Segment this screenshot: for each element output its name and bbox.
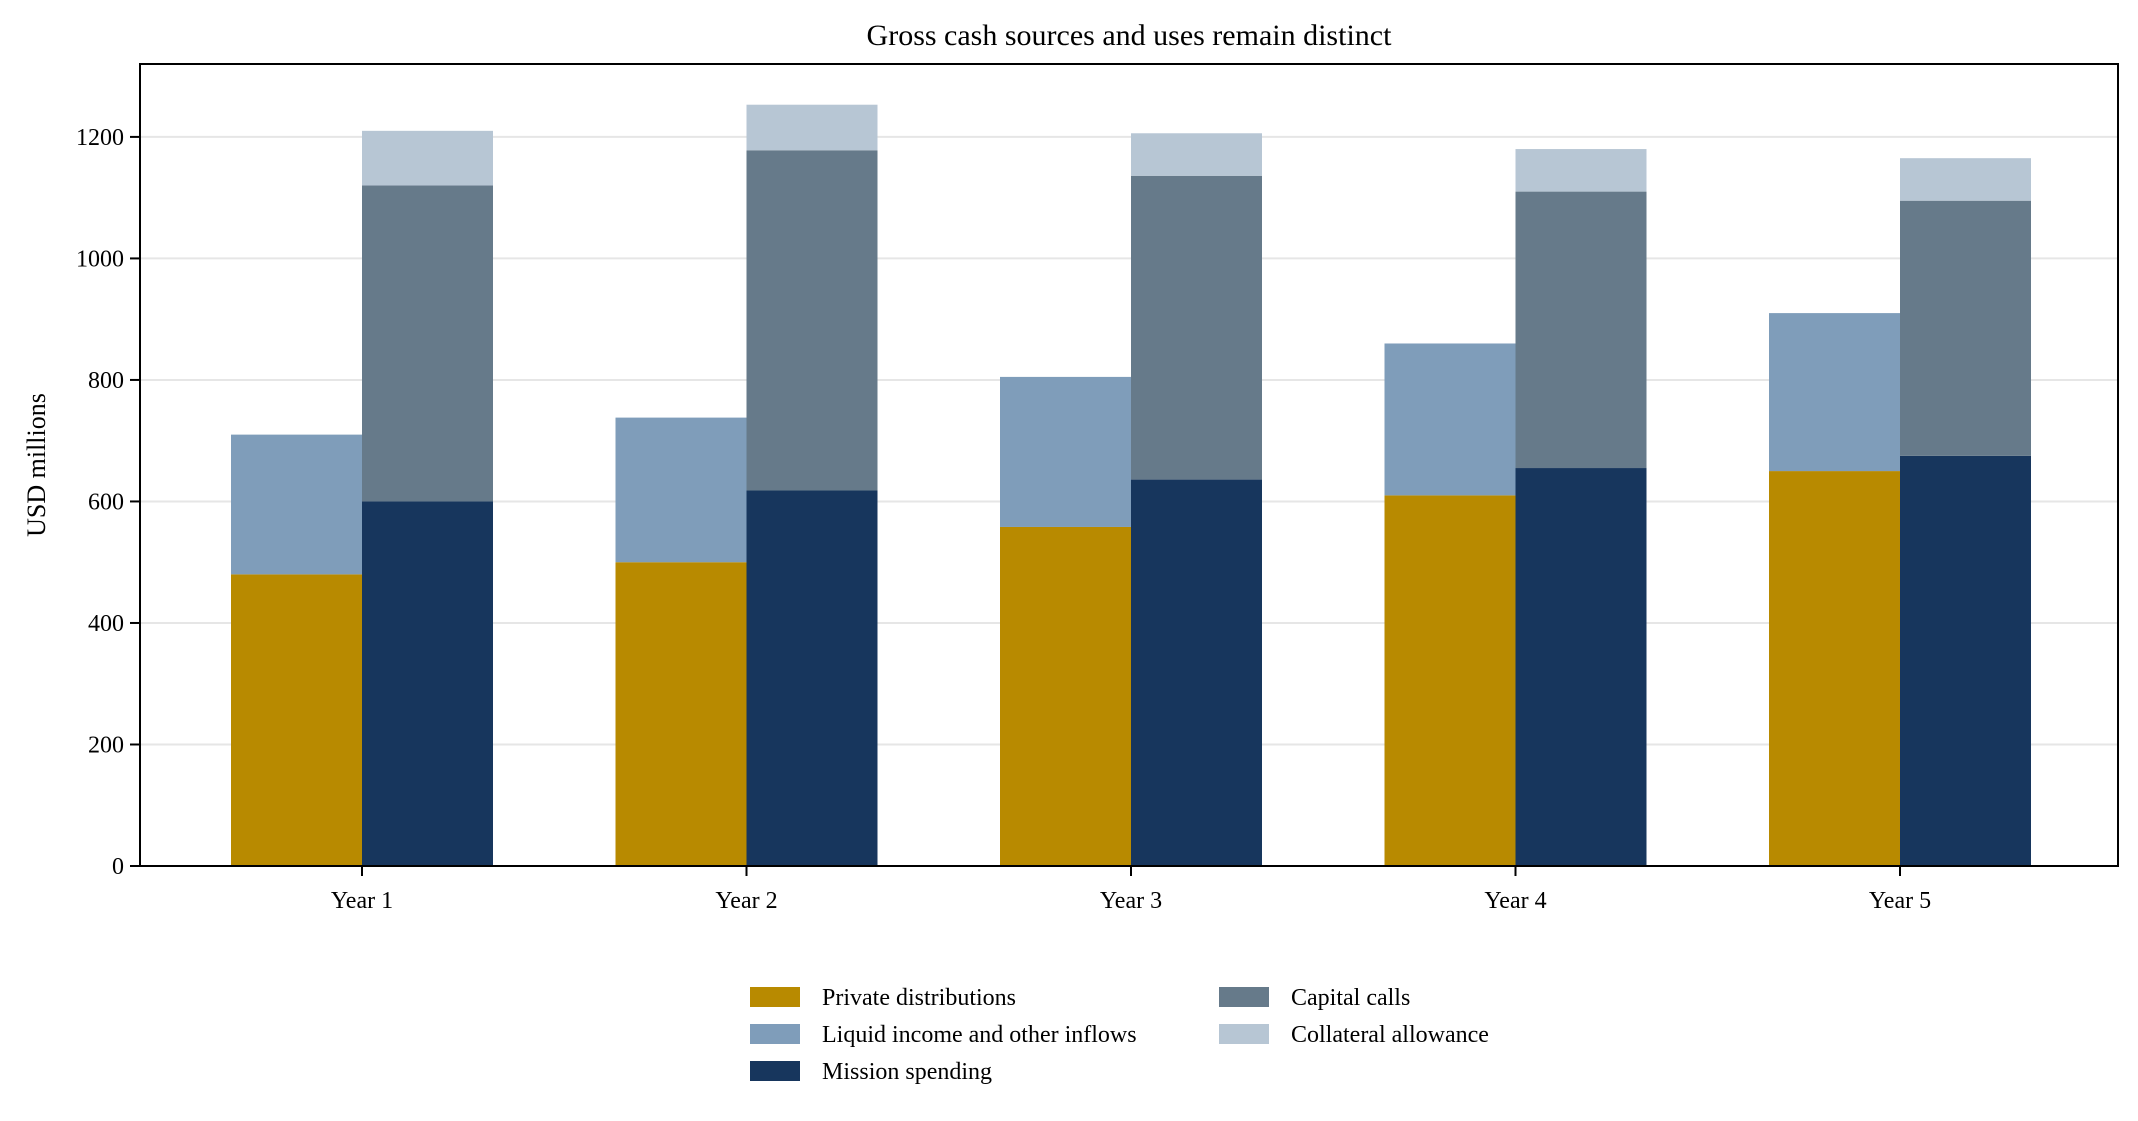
bar-private-distributions: [1769, 471, 1900, 866]
y-tick-label: 1000: [76, 246, 124, 272]
x-axis-ticks: Year 1 Year 2 Year 3 Year 4 Year 5: [331, 866, 1931, 914]
legend-label: Mission spending: [822, 1059, 992, 1085]
x-tick-label: Year 2: [715, 888, 777, 914]
legend-swatch: [750, 1024, 800, 1044]
y-tick-label: 200: [88, 732, 124, 758]
legend-item-private-distributions: Private distributions: [750, 985, 1016, 1011]
bar-capital-calls: [1131, 175, 1262, 480]
bar-mission-spending: [746, 490, 878, 866]
x-tick-label: Year 4: [1484, 888, 1546, 914]
bar-capital-calls: [362, 185, 493, 502]
bar-liquid-income-and-other-inflows: [1769, 313, 1900, 472]
legend-item-capital-calls: Capital calls: [1219, 985, 1410, 1011]
bar-liquid-income-and-other-inflows: [1384, 343, 1516, 496]
x-tick-label: Year 1: [331, 888, 393, 914]
bar-collateral-allowance: [1131, 133, 1262, 176]
y-tick-label: 800: [88, 368, 124, 394]
legend-swatch: [750, 987, 800, 1007]
bar-capital-calls: [746, 150, 878, 491]
y-tick-label: 1200: [76, 125, 124, 151]
legend-item-liquid-income-and-other-inflows: Liquid income and other inflows: [750, 1022, 1137, 1048]
x-tick-label: Year 3: [1100, 888, 1162, 914]
bar-collateral-allowance: [746, 104, 878, 151]
legend-label: Liquid income and other inflows: [822, 1022, 1137, 1048]
x-tick-label: Year 5: [1869, 888, 1931, 914]
legend-swatch: [1219, 1024, 1269, 1044]
bar-private-distributions: [615, 562, 747, 866]
bar-mission-spending: [1131, 479, 1262, 866]
bar-collateral-allowance: [1900, 158, 2031, 201]
bar-private-distributions: [1000, 526, 1131, 866]
chart-title: Gross cash sources and uses remain disti…: [867, 19, 1393, 52]
bar-capital-calls: [1900, 200, 2031, 456]
legend-label: Capital calls: [1291, 985, 1410, 1011]
legend-swatch: [1219, 987, 1269, 1007]
plot-frame: [139, 63, 2119, 867]
bar-mission-spending: [362, 501, 493, 866]
legend-swatch: [750, 1061, 800, 1081]
bar-collateral-allowance: [1515, 149, 1647, 192]
bar-liquid-income-and-other-inflows: [231, 434, 362, 575]
y-axis-ticks: 0 200 400 600 800 1000 1200: [76, 125, 140, 880]
bar-private-distributions: [231, 574, 362, 866]
legend-item-collateral-allowance: Collateral allowance: [1219, 1022, 1489, 1048]
y-tick-label: 400: [88, 611, 124, 637]
bar-mission-spending: [1900, 455, 2031, 866]
bars: [231, 104, 2031, 866]
legend-label: Private distributions: [822, 985, 1016, 1011]
bar-mission-spending: [1515, 468, 1647, 866]
bar-capital-calls: [1515, 191, 1647, 469]
bar-liquid-income-and-other-inflows: [1000, 376, 1131, 527]
bar-private-distributions: [1384, 495, 1516, 866]
y-axis-label: USD millions: [22, 393, 51, 537]
y-tick-label: 0: [112, 854, 124, 880]
bar-liquid-income-and-other-inflows: [615, 417, 747, 563]
y-tick-label: 600: [88, 489, 124, 515]
legend-item-mission-spending: Mission spending: [750, 1059, 992, 1085]
bar-collateral-allowance: [362, 130, 493, 186]
legend: Private distributions Liquid income and o…: [750, 985, 1489, 1085]
legend-label: Collateral allowance: [1291, 1022, 1489, 1048]
